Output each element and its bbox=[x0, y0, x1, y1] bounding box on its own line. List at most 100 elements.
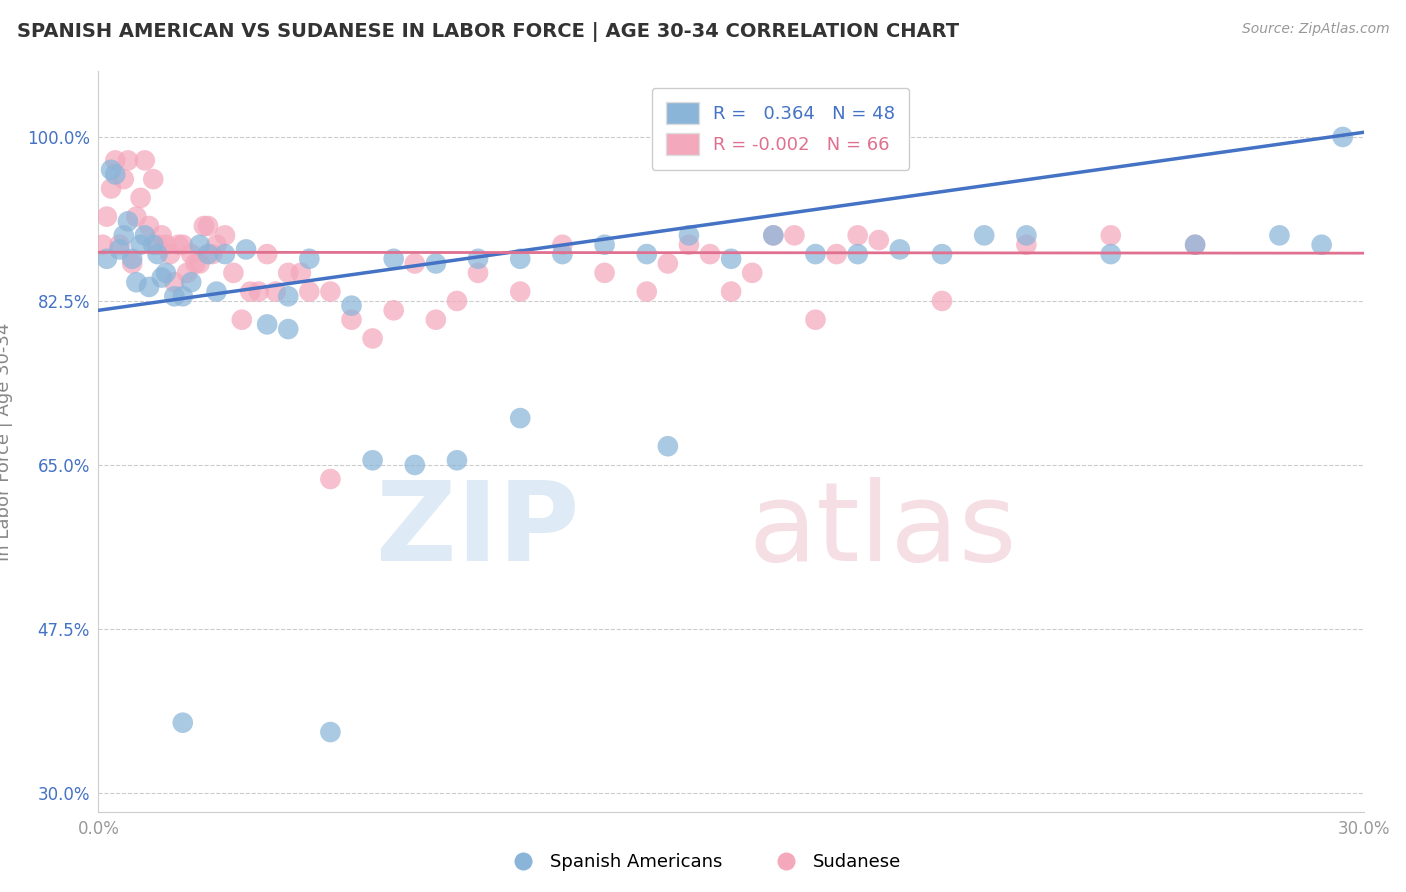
Point bbox=[180, 247, 202, 261]
Point bbox=[159, 247, 181, 261]
Point bbox=[678, 237, 700, 252]
Point bbox=[91, 237, 114, 252]
Point bbox=[551, 237, 574, 252]
Point bbox=[931, 247, 953, 261]
Point bbox=[783, 228, 806, 243]
Point bbox=[214, 228, 236, 243]
Point bbox=[104, 168, 127, 182]
Point bbox=[121, 252, 143, 266]
Point bbox=[180, 275, 202, 289]
Point bbox=[340, 299, 363, 313]
Point bbox=[197, 247, 219, 261]
Legend: R =   0.364   N = 48, R = -0.002   N = 66: R = 0.364 N = 48, R = -0.002 N = 66 bbox=[651, 87, 910, 169]
Point bbox=[741, 266, 763, 280]
Point bbox=[298, 252, 321, 266]
Point bbox=[172, 715, 194, 730]
Point bbox=[176, 266, 198, 280]
Point bbox=[193, 219, 215, 233]
Point bbox=[868, 233, 890, 247]
Text: SPANISH AMERICAN VS SUDANESE IN LABOR FORCE | AGE 30-34 CORRELATION CHART: SPANISH AMERICAN VS SUDANESE IN LABOR FO… bbox=[17, 22, 959, 42]
Point bbox=[172, 289, 194, 303]
Point bbox=[593, 266, 616, 280]
Point bbox=[167, 237, 190, 252]
Point bbox=[134, 228, 156, 243]
Point bbox=[96, 210, 118, 224]
Point bbox=[112, 228, 135, 243]
Point bbox=[277, 289, 299, 303]
Point bbox=[678, 228, 700, 243]
Point bbox=[404, 458, 426, 472]
Text: atlas: atlas bbox=[749, 477, 1017, 584]
Point bbox=[100, 162, 122, 177]
Point bbox=[446, 453, 468, 467]
Point bbox=[146, 237, 169, 252]
Point bbox=[235, 243, 257, 257]
Point bbox=[205, 237, 228, 252]
Point bbox=[129, 237, 152, 252]
Point bbox=[117, 214, 139, 228]
Point bbox=[222, 266, 245, 280]
Point bbox=[1184, 237, 1206, 252]
Point bbox=[804, 247, 827, 261]
Legend: Spanish Americans, Sudanese: Spanish Americans, Sudanese bbox=[498, 847, 908, 879]
Point bbox=[804, 312, 827, 326]
Point bbox=[264, 285, 287, 299]
Point bbox=[138, 219, 160, 233]
Point bbox=[846, 247, 869, 261]
Point bbox=[1099, 228, 1122, 243]
Point bbox=[1099, 247, 1122, 261]
Point bbox=[720, 285, 742, 299]
Point bbox=[1331, 130, 1354, 145]
Point bbox=[425, 256, 447, 270]
Point bbox=[108, 243, 131, 257]
Point bbox=[142, 237, 165, 252]
Point bbox=[231, 312, 253, 326]
Point bbox=[256, 318, 278, 332]
Point bbox=[762, 228, 785, 243]
Point bbox=[1015, 228, 1038, 243]
Point bbox=[163, 275, 186, 289]
Point bbox=[657, 439, 679, 453]
Point bbox=[1015, 237, 1038, 252]
Point bbox=[205, 285, 228, 299]
Text: ZIP: ZIP bbox=[375, 477, 579, 584]
Point bbox=[425, 312, 447, 326]
Point bbox=[96, 252, 118, 266]
Point bbox=[188, 237, 211, 252]
Point bbox=[319, 285, 342, 299]
Point bbox=[142, 172, 165, 186]
Point bbox=[201, 247, 224, 261]
Point bbox=[150, 228, 173, 243]
Point bbox=[636, 247, 658, 261]
Point bbox=[184, 256, 207, 270]
Text: Source: ZipAtlas.com: Source: ZipAtlas.com bbox=[1241, 22, 1389, 37]
Point bbox=[277, 322, 299, 336]
Point bbox=[108, 237, 131, 252]
Point bbox=[636, 285, 658, 299]
Point bbox=[404, 256, 426, 270]
Point bbox=[138, 280, 160, 294]
Point bbox=[125, 210, 148, 224]
Point bbox=[973, 228, 995, 243]
Point bbox=[319, 725, 342, 739]
Point bbox=[467, 266, 489, 280]
Point bbox=[155, 266, 177, 280]
Point bbox=[134, 153, 156, 168]
Y-axis label: In Labor Force | Age 30-34: In Labor Force | Age 30-34 bbox=[0, 322, 13, 561]
Point bbox=[155, 237, 177, 252]
Point bbox=[509, 411, 531, 425]
Point bbox=[446, 293, 468, 308]
Point bbox=[188, 256, 211, 270]
Point bbox=[104, 153, 127, 168]
Point bbox=[889, 243, 911, 257]
Point bbox=[112, 172, 135, 186]
Point bbox=[150, 270, 173, 285]
Point bbox=[256, 247, 278, 261]
Point bbox=[340, 312, 363, 326]
Point bbox=[277, 266, 299, 280]
Point bbox=[239, 285, 262, 299]
Point bbox=[762, 228, 785, 243]
Point bbox=[214, 247, 236, 261]
Point bbox=[117, 153, 139, 168]
Point bbox=[931, 293, 953, 308]
